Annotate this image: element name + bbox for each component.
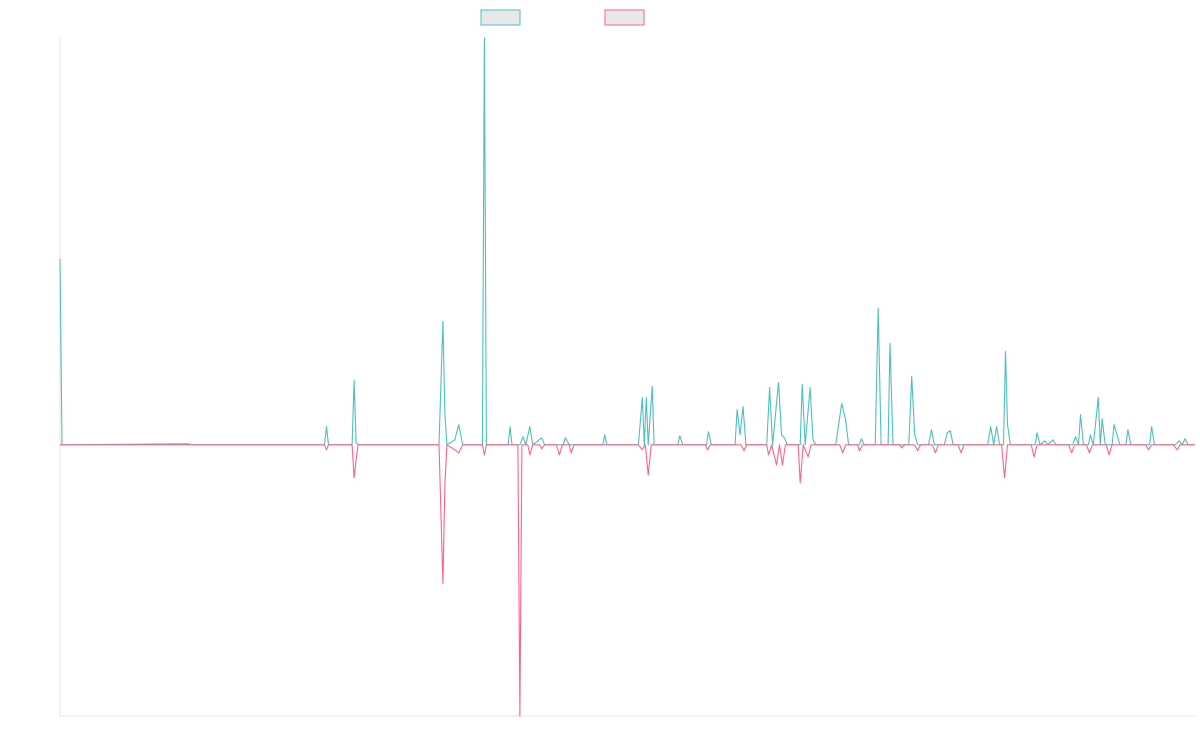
series-group xyxy=(59,37,1195,717)
series-1 xyxy=(59,37,1195,446)
legend-swatch-2[interactable] xyxy=(604,9,645,26)
series-line-2 xyxy=(60,444,1195,717)
axes xyxy=(59,38,1195,717)
legend-swatch-1[interactable] xyxy=(480,9,521,26)
series-line-1 xyxy=(59,37,1195,446)
series-2 xyxy=(60,444,1195,717)
legend xyxy=(480,9,645,26)
